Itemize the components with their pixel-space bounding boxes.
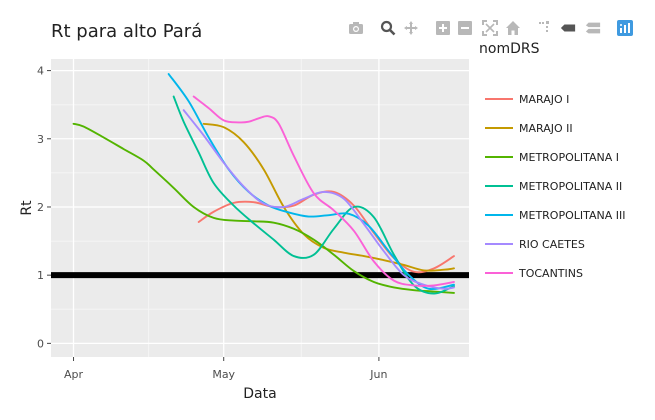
y-axis-label: Rt (19, 200, 35, 216)
legend-item-metropolitana-iii[interactable]: METROPOLITANA III (485, 209, 626, 222)
plotly-logo-icon[interactable] (615, 18, 635, 38)
legend-label: MARAJO I (519, 93, 569, 106)
legend-title: nomDRS (479, 41, 540, 57)
series-layer[interactable] (72, 73, 455, 295)
x-tick-label: Apr (64, 368, 84, 381)
legend-item-marajo-ii[interactable]: MARAJO II (485, 122, 573, 135)
camera-icon[interactable] (346, 18, 366, 38)
zoom-in-icon[interactable] (433, 18, 453, 38)
y-tick-label: 0 (37, 337, 44, 350)
legend-item-marajo-i[interactable]: MARAJO I (485, 93, 569, 106)
legend-item-metropolitana-i[interactable]: METROPOLITANA I (485, 151, 619, 164)
x-tick-label: Jun (369, 368, 387, 381)
major-grid (51, 59, 469, 357)
series-line-tocantins[interactable] (192, 95, 455, 287)
legend-item-metropolitana-ii[interactable]: METROPOLITANA II (485, 180, 622, 193)
y-tick-label: 4 (37, 65, 44, 78)
x-axis-ticks: Apr May Jun (64, 357, 388, 381)
home-icon[interactable] (503, 18, 523, 38)
zoom-out-icon[interactable] (455, 18, 475, 38)
legend-label: TOCANTINS (518, 267, 583, 280)
legend[interactable]: MARAJO I MARAJO II METROPOLITANA I METROPOL… (485, 93, 626, 280)
hover-closest-icon[interactable] (558, 18, 578, 38)
series-line-metropolitana-ii[interactable] (172, 95, 455, 295)
x-tick-label: May (212, 368, 235, 381)
legend-label: METROPOLITANA II (519, 180, 622, 193)
x-axis-label: Data (243, 386, 276, 402)
hover-compare-icon[interactable] (583, 18, 603, 38)
legend-item-tocantins[interactable]: TOCANTINS (485, 267, 583, 280)
legend-label: METROPOLITANA III (519, 209, 626, 222)
legend-item-rio-caetes[interactable]: RIO CAETES (485, 238, 585, 251)
series-line-rio-caetes[interactable] (182, 109, 455, 290)
modebar (337, 18, 637, 40)
series-line-marajo-ii[interactable] (202, 122, 455, 272)
zoom-icon[interactable] (378, 18, 398, 38)
y-axis-ticks: 0 1 2 3 4 (37, 65, 51, 350)
legend-label: RIO CAETES (519, 238, 585, 251)
spike-icon[interactable] (534, 18, 554, 38)
pan-icon[interactable] (401, 18, 421, 38)
y-tick-label: 1 (37, 269, 44, 282)
series-line-metropolitana-iii[interactable] (167, 73, 455, 291)
minor-grid (51, 59, 469, 357)
y-tick-label: 3 (37, 133, 44, 146)
series-line-metropolitana-i[interactable] (72, 122, 455, 294)
plot-background (51, 59, 469, 357)
legend-label: METROPOLITANA I (519, 151, 619, 164)
y-tick-label: 2 (37, 201, 44, 214)
legend-label: MARAJO II (519, 122, 573, 135)
autoscale-icon[interactable] (480, 18, 500, 38)
chart-title: Rt para alto Pará (51, 21, 202, 42)
